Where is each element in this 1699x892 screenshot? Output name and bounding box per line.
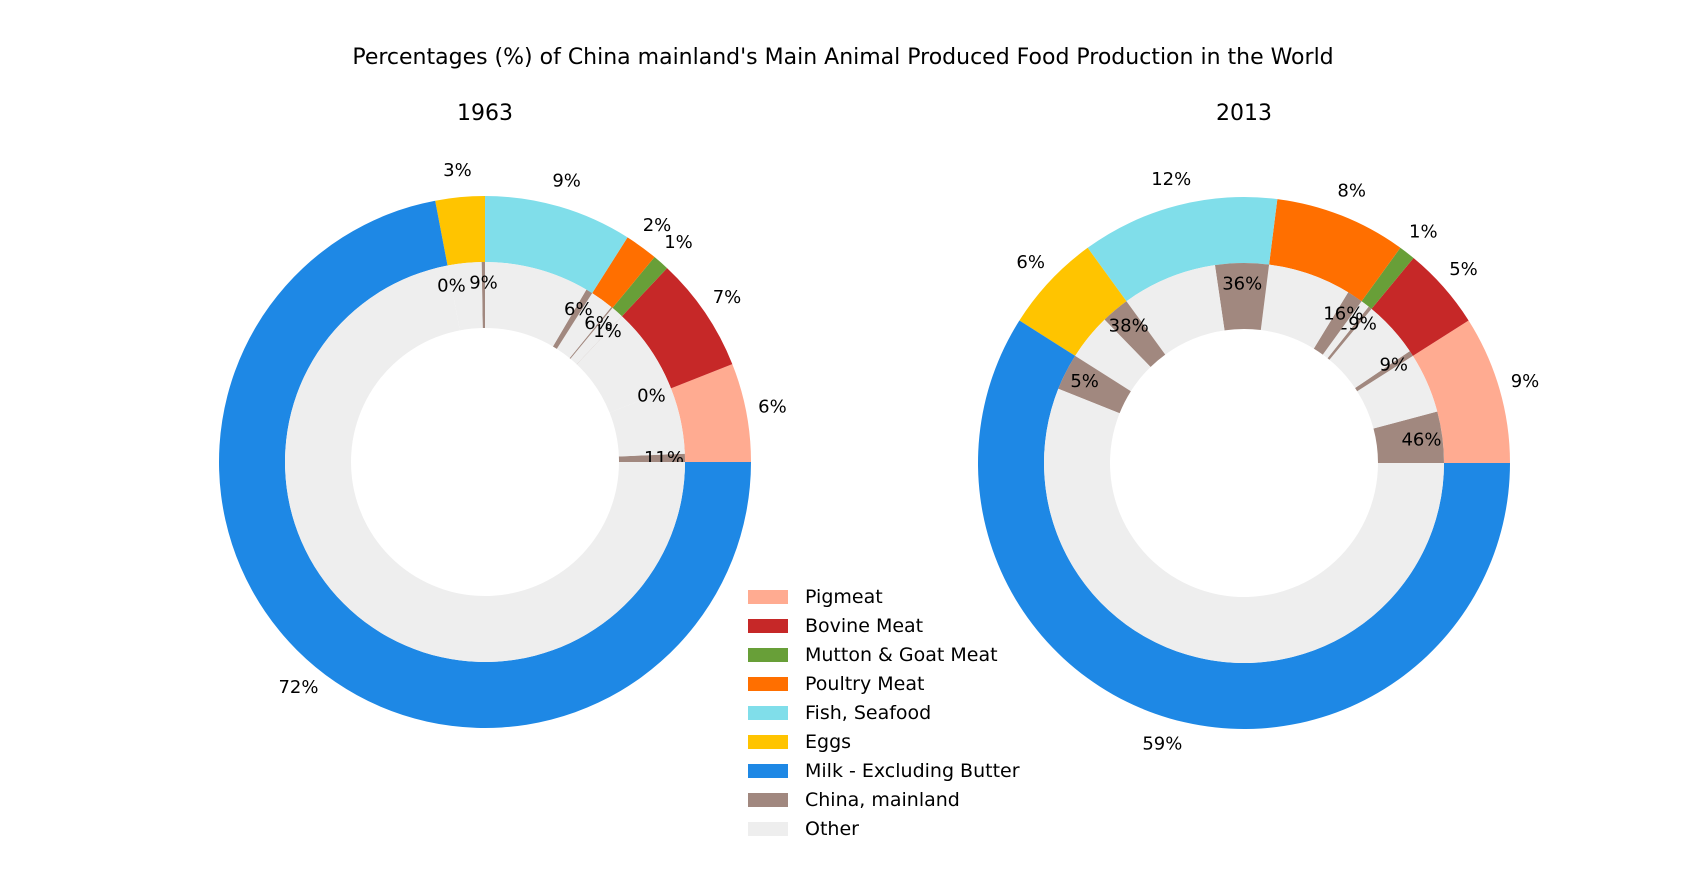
- legend-item-other: Other: [748, 814, 1020, 843]
- outer-slice-fish-seafood-1963: [485, 196, 628, 294]
- inner-label-bovine-meat-2013: 9%: [1379, 354, 1408, 375]
- inner-slice-china-pigmeat-1963: [618, 453, 685, 462]
- legend-item-milk-excluding-butter: Milk - Excluding Butter: [748, 756, 1020, 785]
- outer-label-eggs-2013: 6%: [1016, 252, 1045, 273]
- outer-label-poultry-meat-1963: 2%: [643, 215, 672, 236]
- legend-label: Other: [805, 817, 859, 840]
- subtitle-1963: 1963: [457, 101, 513, 126]
- inner-slice-other-fish-seafood-2013: [1126, 265, 1225, 355]
- inner-label-milk-excluding-butter-1963: 0%: [437, 276, 466, 297]
- outer-label-bovine-meat-1963: 7%: [713, 287, 742, 308]
- outer-label-milk-excluding-butter-2013: 59%: [1142, 733, 1182, 754]
- inner-slice-other-mutton-goat-meat-2013: [1322, 301, 1369, 359]
- donut-chart-2013: 2013 9%46%5%9%1%29%8%16%12%36%6%38%59%5%: [977, 101, 1540, 754]
- legend-item-bovine-meat: Bovine Meat: [748, 611, 1020, 640]
- inner-slice-other-milk-excluding-butter-1963: [285, 265, 685, 662]
- inner-slice-china-bovine-meat-2013: [1355, 351, 1413, 392]
- legend-swatch: [748, 734, 788, 749]
- legend-item-china-mainland: China, mainland: [748, 785, 1020, 814]
- outer-slice-milk-excluding-butter-2013: [977, 320, 1510, 729]
- outer-label-poultry-meat-2013: 8%: [1337, 180, 1366, 201]
- outer-slice-poultry-meat-2013: [1269, 199, 1401, 302]
- inner-label-pigmeat-2013: 46%: [1401, 429, 1441, 450]
- legend-item-fish-seafood: Fish, Seafood: [748, 698, 1020, 727]
- inner-slice-other-fish-seafood-1963: [485, 262, 587, 347]
- legend-swatch: [748, 763, 788, 778]
- outer-slice-eggs-1963: [435, 196, 485, 266]
- legend-swatch: [748, 589, 788, 604]
- inner-slice-other-poultry-meat-1963: [556, 293, 612, 359]
- outer-label-milk-excluding-butter-1963: 72%: [278, 677, 318, 698]
- outer-slice-bovine-meat-1963: [621, 268, 733, 389]
- inner-slice-other-poultry-meat-2013: [1260, 264, 1349, 349]
- inner-slice-china-fish-seafood-1963: [552, 289, 593, 349]
- outer-slice-mutton-goat-meat-2013: [1361, 247, 1414, 309]
- inner-label-fish-seafood-1963: 6%: [564, 299, 593, 320]
- inner-label-eggs-1963: 9%: [469, 273, 498, 294]
- legend-item-pigmeat: Pigmeat: [748, 582, 1020, 611]
- legend-item-eggs: Eggs: [748, 727, 1020, 756]
- legend-swatch: [748, 792, 788, 807]
- legend-label: Pigmeat: [805, 585, 883, 608]
- inner-slice-other-pigmeat-2013: [1357, 355, 1438, 429]
- inner-slice-china-milk-excluding-butter-2013: [1058, 355, 1131, 414]
- legend-label: Fish, Seafood: [805, 701, 932, 724]
- inner-slice-other-eggs-1963: [447, 262, 483, 331]
- legend-item-poultry-meat: Poultry Meat: [748, 669, 1020, 698]
- outer-slice-mutton-goat-meat-1963: [612, 257, 668, 317]
- outer-slice-eggs-2013: [1019, 247, 1127, 356]
- outer-label-fish-seafood-1963: 9%: [552, 171, 581, 192]
- outer-slice-pigmeat-2013: [1412, 320, 1510, 463]
- outer-slice-bovine-meat-2013: [1371, 258, 1469, 356]
- legend-swatch: [748, 821, 788, 836]
- outer-label-pigmeat-1963: 6%: [758, 397, 787, 418]
- legend-label: Milk - Excluding Butter: [805, 759, 1020, 782]
- legend-item-mutton-goat-meat: Mutton & Goat Meat: [748, 640, 1020, 669]
- inner-label-eggs-2013: 38%: [1109, 316, 1149, 337]
- legend: Pigmeat Bovine Meat Mutton & Goat Meat Poul…: [748, 582, 1020, 843]
- outer-slice-pigmeat-1963: [670, 364, 751, 462]
- outer-slice-poultry-meat-1963: [592, 237, 655, 308]
- inner-slice-china-mutton-goat-meat-1963: [576, 316, 622, 365]
- inner-label-bovine-meat-1963: 0%: [637, 386, 666, 407]
- inner-label-mutton-goat-meat-1963: 1%: [593, 321, 622, 342]
- outer-label-eggs-1963: 3%: [443, 160, 472, 181]
- legend-swatch: [748, 618, 788, 633]
- inner-label-poultry-meat-2013: 16%: [1323, 304, 1363, 325]
- legend-label: Mutton & Goat Meat: [805, 643, 998, 666]
- legend-label: Eggs: [805, 730, 852, 753]
- inner-slice-china-eggs-1963: [481, 262, 485, 329]
- inner-slice-other-eggs-2013: [1075, 319, 1151, 392]
- legend-label: China, mainland: [805, 788, 960, 811]
- inner-slice-other-pigmeat-1963: [609, 388, 685, 457]
- legend-swatch: [748, 705, 788, 720]
- legend-swatch: [748, 676, 788, 691]
- inner-label-poultry-meat-1963: 6%: [584, 313, 613, 334]
- inner-slice-china-pigmeat-2013: [1373, 411, 1444, 463]
- inner-slice-other-mutton-goat-meat-1963: [570, 307, 622, 365]
- donut-chart-1963: 1963 6%11%7%0%1%1%2%6%9%6%3%9%72%0%: [218, 101, 787, 729]
- inner-slice-china-poultry-meat-2013: [1313, 292, 1362, 355]
- outer-label-bovine-meat-2013: 5%: [1449, 259, 1478, 280]
- outer-label-mutton-goat-meat-1963: 1%: [664, 232, 693, 253]
- legend-label: Bovine Meat: [805, 614, 924, 637]
- inner-slice-other-bovine-meat-2013: [1329, 308, 1410, 389]
- inner-label-fish-seafood-2013: 36%: [1222, 274, 1262, 295]
- inner-slice-other-bovine-meat-1963: [576, 316, 671, 413]
- inner-slice-other-milk-excluding-butter-2013: [1044, 388, 1444, 664]
- inner-slice-china-poultry-meat-1963: [569, 306, 613, 359]
- outer-label-fish-seafood-2013: 12%: [1151, 169, 1191, 190]
- inner-slice-china-mutton-goat-meat-2013: [1327, 306, 1372, 360]
- outer-label-pigmeat-2013: 9%: [1511, 371, 1540, 392]
- legend-swatch: [748, 647, 788, 662]
- chart-title: Percentages (%) of China mainland's Main…: [352, 45, 1333, 70]
- legend-label: Poultry Meat: [805, 672, 925, 695]
- inner-slice-china-eggs-2013: [1104, 301, 1166, 367]
- inner-label-milk-excluding-butter-2013: 5%: [1070, 371, 1099, 392]
- inner-slice-china-fish-seafood-2013: [1214, 263, 1270, 331]
- subtitle-2013: 2013: [1216, 101, 1272, 126]
- outer-slice-fish-seafood-2013: [1087, 197, 1278, 302]
- outer-label-mutton-goat-meat-2013: 1%: [1409, 221, 1438, 242]
